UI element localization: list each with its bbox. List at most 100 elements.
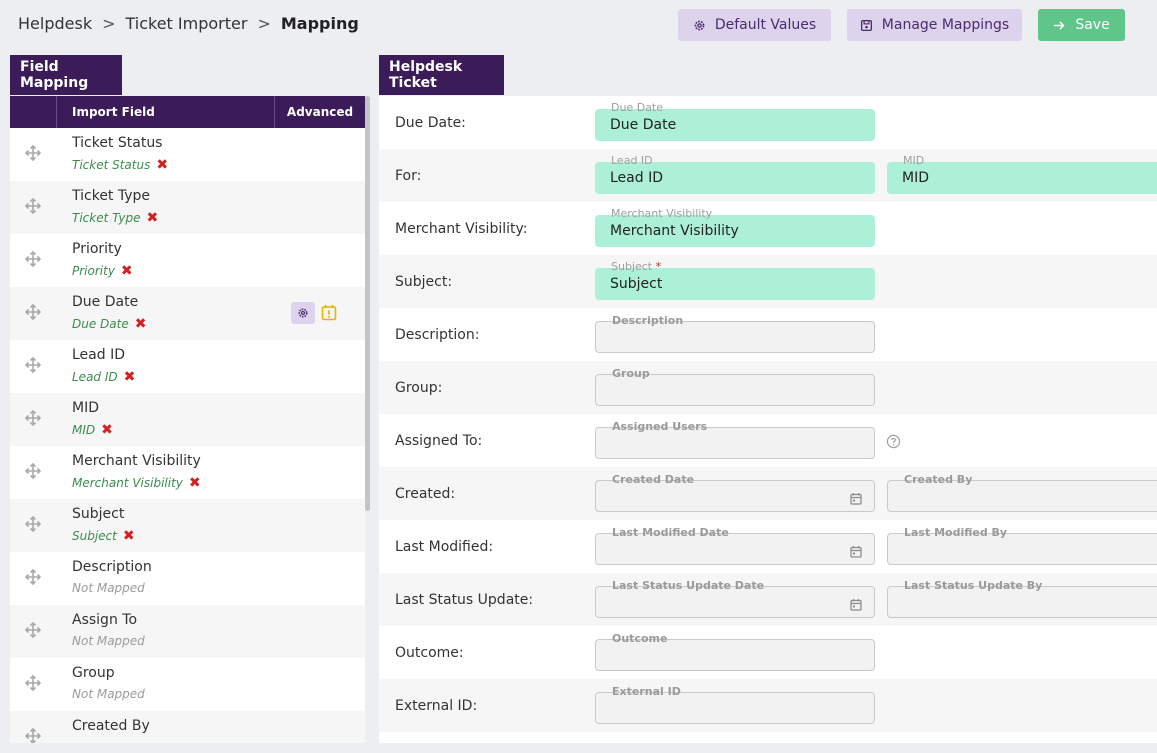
mapping-scrollbar[interactable]	[365, 96, 371, 743]
mapped-field-name: Ticket Status	[72, 158, 151, 172]
drag-move-icon[interactable]	[24, 674, 42, 692]
drag-move-icon[interactable]	[24, 250, 42, 268]
created-by-field[interactable]: Created By	[887, 474, 1157, 512]
mapped-field: Lead ID ✖	[72, 369, 135, 385]
helpdesk-ticket-panel: Helpdesk Ticket Due Date: Due Date Due Dat…	[379, 55, 1157, 743]
breadcrumb-ticket-importer[interactable]: Ticket Importer	[125, 14, 248, 33]
field-floating-label: External ID	[610, 686, 683, 698]
drag-move-icon[interactable]	[24, 621, 42, 639]
advanced-column-header[interactable]: Advanced	[274, 96, 365, 128]
remove-x-icon[interactable]: ✖	[188, 475, 201, 491]
field-floating-label-text: Last Status Update Date	[612, 579, 765, 592]
mapping-row: Subject Subject ✖	[10, 499, 365, 552]
drag-move-icon[interactable]	[24, 303, 42, 321]
import-field-name: Ticket Type	[72, 188, 151, 204]
field-floating-label-text: Description	[612, 314, 684, 327]
mapping-row: Due Date Due Date ✖	[10, 287, 365, 340]
mapped-field: MID ✖	[72, 422, 113, 438]
mapped-field-name: Merchant Visibility	[72, 476, 183, 490]
field-floating-label-text: External ID	[612, 685, 681, 698]
drag-move-icon[interactable]	[24, 356, 42, 374]
last-status-update-date-field[interactable]: Last Status Update Date	[595, 580, 875, 618]
form-row-due-date: Due Date: Due Date Due Date	[379, 96, 1157, 149]
not-mapped-label: Not Mapped	[72, 634, 145, 648]
help-circle-icon[interactable]	[886, 434, 901, 449]
calendar-icon[interactable]	[850, 490, 862, 505]
mapped-field-name: Subject	[72, 529, 117, 543]
mapping-row: Description Not Mapped	[10, 552, 365, 605]
form-label: Last Modified:	[395, 538, 494, 555]
remove-x-icon[interactable]: ✖	[122, 528, 135, 544]
form-row-last-status-update: Last Status Update: Last Status Update Da…	[379, 573, 1157, 626]
manage-mappings-label: Manage Mappings	[881, 17, 1010, 33]
form-row-assigned-to: Assigned To: Assigned Users	[379, 414, 1157, 467]
mapped-field: Subject ✖	[72, 528, 135, 544]
form-label: Assigned To:	[395, 432, 483, 449]
mapping-row: Merchant Visibility Merchant Visibility ✖	[10, 446, 365, 499]
save-button[interactable]: Save	[1038, 9, 1125, 41]
form-label: For:	[395, 167, 422, 184]
breadcrumb-helpdesk[interactable]: Helpdesk	[18, 14, 93, 33]
drag-move-icon[interactable]	[24, 568, 42, 586]
default-values-button[interactable]: Default Values	[678, 9, 831, 41]
drag-move-icon[interactable]	[24, 727, 42, 743]
tab-helpdesk-ticket[interactable]: Helpdesk Ticket	[379, 55, 504, 95]
form-row-subject: Subject: Subject * Subject	[379, 255, 1157, 308]
field-floating-label: Last Status Update By	[902, 580, 1044, 592]
remove-x-icon[interactable]: ✖	[134, 316, 147, 332]
mapping-row: Ticket Type Ticket Type ✖	[10, 181, 365, 234]
outcome-field[interactable]: Outcome	[595, 633, 875, 671]
drag-move-icon[interactable]	[24, 197, 42, 215]
assigned-users-field[interactable]: Assigned Users	[595, 421, 875, 459]
remove-x-icon[interactable]: ✖	[101, 422, 113, 438]
mapping-row: Priority Priority ✖	[10, 234, 365, 287]
import-field-name: Created By	[72, 718, 150, 734]
form-row-description: Description: Description	[379, 308, 1157, 361]
lead-id-field[interactable]: Lead ID Lead ID	[595, 155, 875, 194]
field-value: Subject	[610, 276, 663, 292]
calendar-alert-icon[interactable]	[321, 304, 337, 321]
remove-x-icon[interactable]: ✖	[156, 157, 169, 173]
last-modified-by-field[interactable]: Last Modified By	[887, 527, 1157, 565]
tab-field-mapping[interactable]: Field Mapping	[10, 55, 122, 95]
remove-x-icon[interactable]: ✖	[123, 369, 136, 385]
form-label: Merchant Visibility:	[395, 220, 528, 237]
manage-mappings-button[interactable]: Manage Mappings	[847, 9, 1022, 41]
external-id-field[interactable]: External ID	[595, 686, 875, 724]
field-floating-label: Last Modified Date	[610, 527, 731, 539]
last-modified-date-field[interactable]: Last Modified Date	[595, 527, 875, 565]
created-date-field[interactable]: Created Date	[595, 474, 875, 512]
field-floating-label: Last Modified By	[902, 527, 1009, 539]
remove-x-icon[interactable]: ✖	[120, 263, 133, 279]
mid-field[interactable]: MID MID	[887, 155, 1157, 194]
drag-move-icon[interactable]	[24, 515, 42, 533]
group-field[interactable]: Group	[595, 368, 875, 406]
field-value: Lead ID	[610, 170, 663, 186]
last-status-update-by-field[interactable]: Last Status Update By	[887, 580, 1157, 618]
breadcrumb-separator: >	[257, 14, 271, 33]
drag-move-icon[interactable]	[24, 144, 42, 162]
drag-move-icon[interactable]	[24, 462, 42, 480]
field-floating-label-text: Lead ID	[611, 154, 653, 167]
scrollbar-thumb[interactable]	[365, 96, 370, 511]
form-row-last-modified: Last Modified: Last Modified Date Last Mod…	[379, 520, 1157, 573]
form-row-external-id: External ID: External ID	[379, 679, 1157, 732]
merchant-visibility-field[interactable]: Merchant Visibility Merchant Visibility	[595, 208, 875, 247]
default-values-label: Default Values	[714, 17, 817, 33]
field-floating-label-text: Created By	[904, 473, 973, 486]
import-field-column-header[interactable]: Import Field	[56, 96, 274, 128]
calendar-icon[interactable]	[850, 543, 862, 558]
drag-move-icon[interactable]	[24, 409, 42, 427]
field-floating-label: Last Status Update Date	[610, 580, 766, 592]
form-row-merchant-visibility: Merchant Visibility: Merchant Visibility M…	[379, 202, 1157, 255]
due-date-field[interactable]: Due Date Due Date	[595, 102, 875, 141]
calendar-icon[interactable]	[850, 596, 862, 611]
advanced-settings-button[interactable]	[291, 302, 315, 324]
field-floating-label-text: MID	[903, 154, 925, 167]
field-floating-label-text: Group	[612, 367, 650, 380]
mapped-field-name: Ticket Type	[72, 211, 141, 225]
description-field[interactable]: Description	[595, 315, 875, 353]
ticket-form: Due Date: Due Date Due Date For: Lead ID Lead…	[379, 96, 1157, 743]
remove-x-icon[interactable]: ✖	[146, 210, 159, 226]
subject-field[interactable]: Subject * Subject	[595, 261, 875, 300]
